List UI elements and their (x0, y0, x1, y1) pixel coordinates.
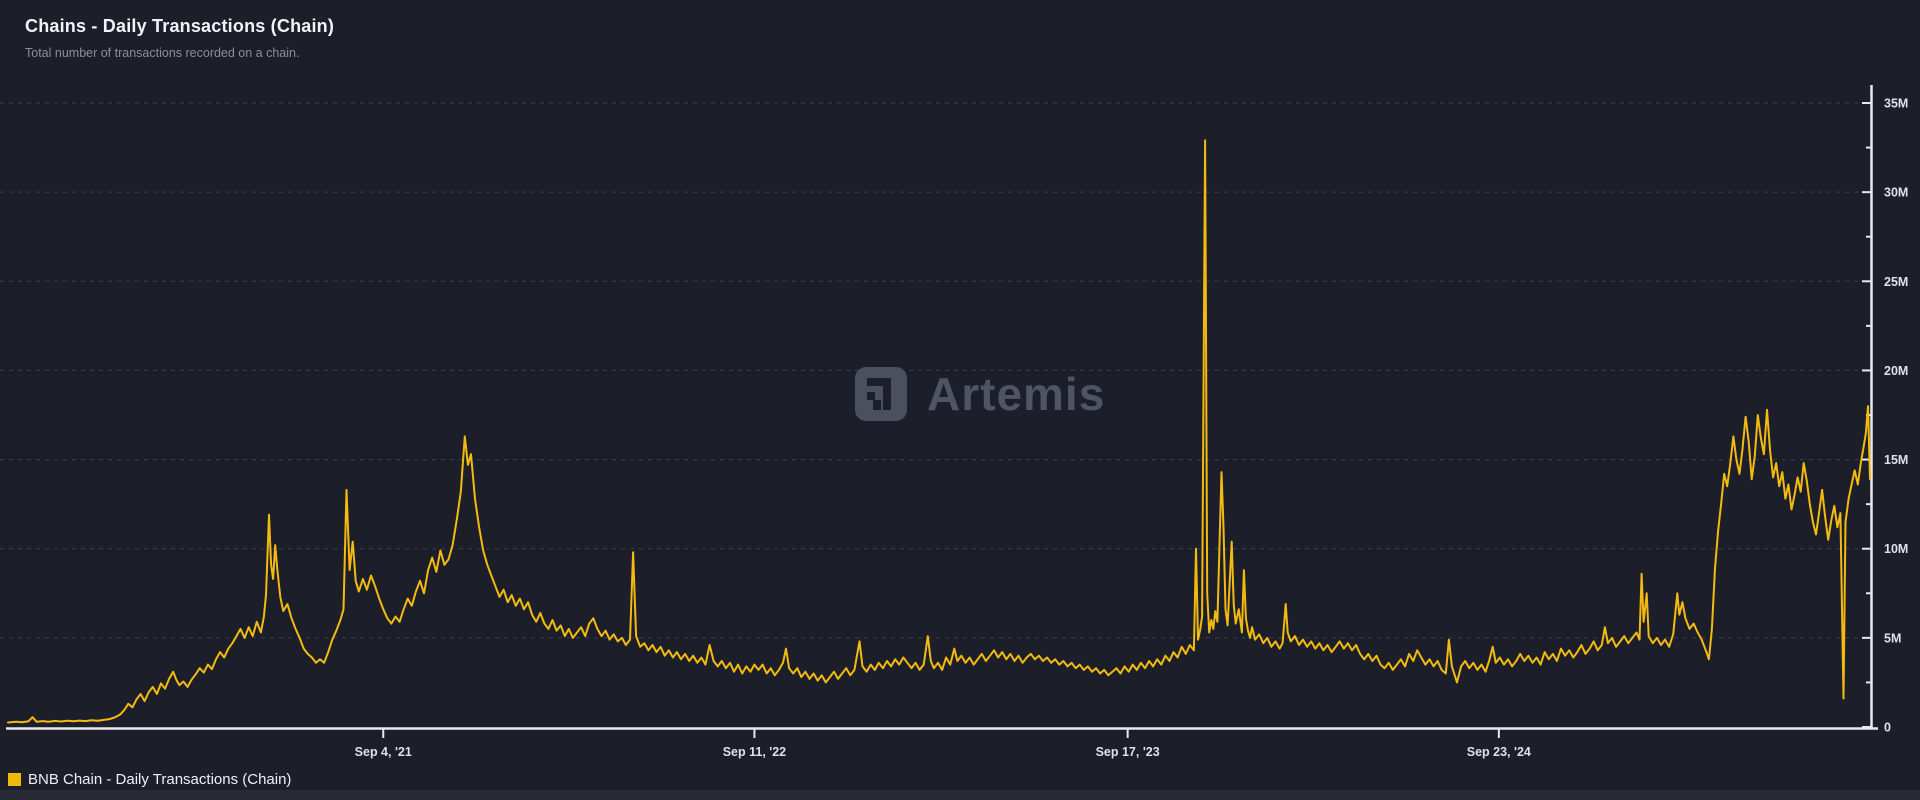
bottom-bar (0, 790, 1920, 800)
y-axis-label-5M: 5M (1884, 631, 1901, 645)
y-axis-label-35M: 35M (1884, 97, 1908, 111)
legend-swatch-icon (8, 772, 21, 786)
y-axis-label-0: 0 (1884, 721, 1891, 735)
y-axis-label-30M: 30M (1884, 186, 1908, 200)
y-axis-label-25M: 25M (1884, 275, 1908, 289)
page-title: Chains - Daily Transactions (Chain) (25, 16, 335, 36)
y-axis-label-20M: 20M (1884, 364, 1908, 378)
x-axis-label-2: Sep 17, '23 (1096, 745, 1160, 759)
x-axis-label-3: Sep 23, '24 (1467, 745, 1531, 759)
page-subtitle: Total number of transactions recorded on… (25, 46, 300, 60)
x-axis-label-1: Sep 11, '22 (723, 745, 786, 759)
bnb-transactions-line[interactable] (7, 139, 1871, 724)
y-axis-label-10M: 10M (1884, 542, 1908, 556)
legend-item-bnb-chain[interactable]: BNB Chain - Daily Transactions (Chain) (8, 769, 291, 789)
legend-label: BNB Chain - Daily Transactions (Chain) (28, 770, 292, 788)
y-axis-label-15M: 15M (1884, 453, 1908, 467)
x-axis-label-0: Sep 4, '21 (355, 745, 412, 759)
